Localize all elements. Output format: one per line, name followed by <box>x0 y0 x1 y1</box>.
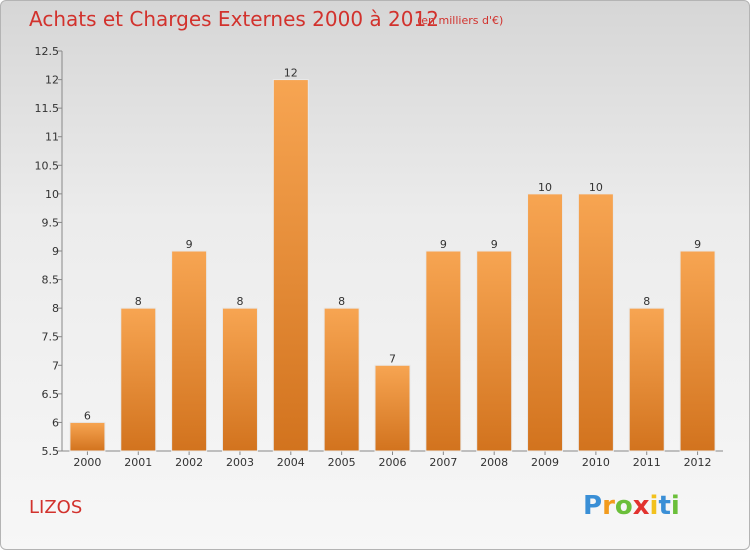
data-label: 12 <box>284 67 298 80</box>
data-label: 8 <box>643 295 650 308</box>
y-tick-label: 10 <box>45 188 59 201</box>
bar <box>323 307 360 452</box>
data-label: 8 <box>338 295 345 308</box>
data-label: 9 <box>694 238 701 251</box>
bar <box>120 307 157 452</box>
data-label: 9 <box>186 238 193 251</box>
data-label: 10 <box>538 181 552 194</box>
y-tick-label: 9.5 <box>42 216 60 229</box>
x-tick-label: 2006 <box>379 456 407 469</box>
chart-title: Achats et Charges Externes 2000 à 2012 <box>29 7 439 31</box>
bar <box>69 421 106 452</box>
bar <box>374 364 411 452</box>
bar <box>577 193 614 452</box>
y-tick-label: 12 <box>45 74 59 87</box>
data-label: 8 <box>236 295 243 308</box>
x-tick-label: 2001 <box>124 456 152 469</box>
bar <box>425 250 462 452</box>
x-tick-label: 2004 <box>277 456 305 469</box>
x-tick-label: 2012 <box>684 456 712 469</box>
y-tick-label: 7.5 <box>42 331 60 344</box>
y-tick-label: 7 <box>52 359 59 372</box>
chart-axes: 5.5 6 6.5 7 7.5 8 8.5 9 9.5 10 10.5 11 11.5 12 12.5 200… <box>35 45 723 469</box>
x-tick-label: 2002 <box>175 456 203 469</box>
x-tick-label: 2009 <box>531 456 559 469</box>
y-tick-label: 12.5 <box>35 45 60 58</box>
x-tick-label: 2007 <box>429 456 457 469</box>
x-tick-label: 2000 <box>73 456 101 469</box>
y-tick-label: 6.5 <box>42 388 60 401</box>
data-label: 9 <box>491 238 498 251</box>
proxiti-logo: Proxiti <box>583 491 680 521</box>
data-label: 6 <box>84 409 91 422</box>
x-tick-label: 2005 <box>328 456 356 469</box>
commune-name: LIZOS <box>29 497 83 518</box>
bar <box>221 307 258 452</box>
bar <box>527 193 564 452</box>
y-tick-label: 8 <box>52 302 59 315</box>
bar <box>679 250 716 452</box>
y-tick-label: 9 <box>52 245 59 258</box>
logo-letter: x <box>632 491 650 521</box>
y-tick-label: 11.5 <box>35 102 60 115</box>
logo-letter: t <box>658 491 671 521</box>
logo-letter: P <box>583 491 603 521</box>
logo-letter: i <box>670 491 680 521</box>
y-tick-label: 6 <box>52 416 59 429</box>
y-tick-label: 5.5 <box>42 445 60 458</box>
data-label: 9 <box>440 238 447 251</box>
y-tick-label: 11 <box>45 131 59 144</box>
y-tick-label: 8.5 <box>42 274 60 287</box>
x-tick-label: 2008 <box>480 456 508 469</box>
chart-subtitle: (en milliers d'€) <box>417 14 504 27</box>
logo-letter: o <box>614 491 633 521</box>
logo-letter: r <box>602 491 615 521</box>
data-label: 7 <box>389 352 396 365</box>
data-label: 10 <box>589 181 603 194</box>
x-tick-label: 2003 <box>226 456 254 469</box>
chart-bars: 6 8 9 8 12 8 7 9 9 10 10 8 9 <box>69 67 716 452</box>
y-tick-label: 10.5 <box>35 159 60 172</box>
x-tick-label: 2010 <box>582 456 610 469</box>
bar <box>272 79 309 452</box>
bar <box>628 307 665 452</box>
bar <box>171 250 208 452</box>
bar <box>476 250 513 452</box>
x-tick-label: 2011 <box>633 456 661 469</box>
data-label: 8 <box>135 295 142 308</box>
logo-letter: i <box>649 491 659 521</box>
